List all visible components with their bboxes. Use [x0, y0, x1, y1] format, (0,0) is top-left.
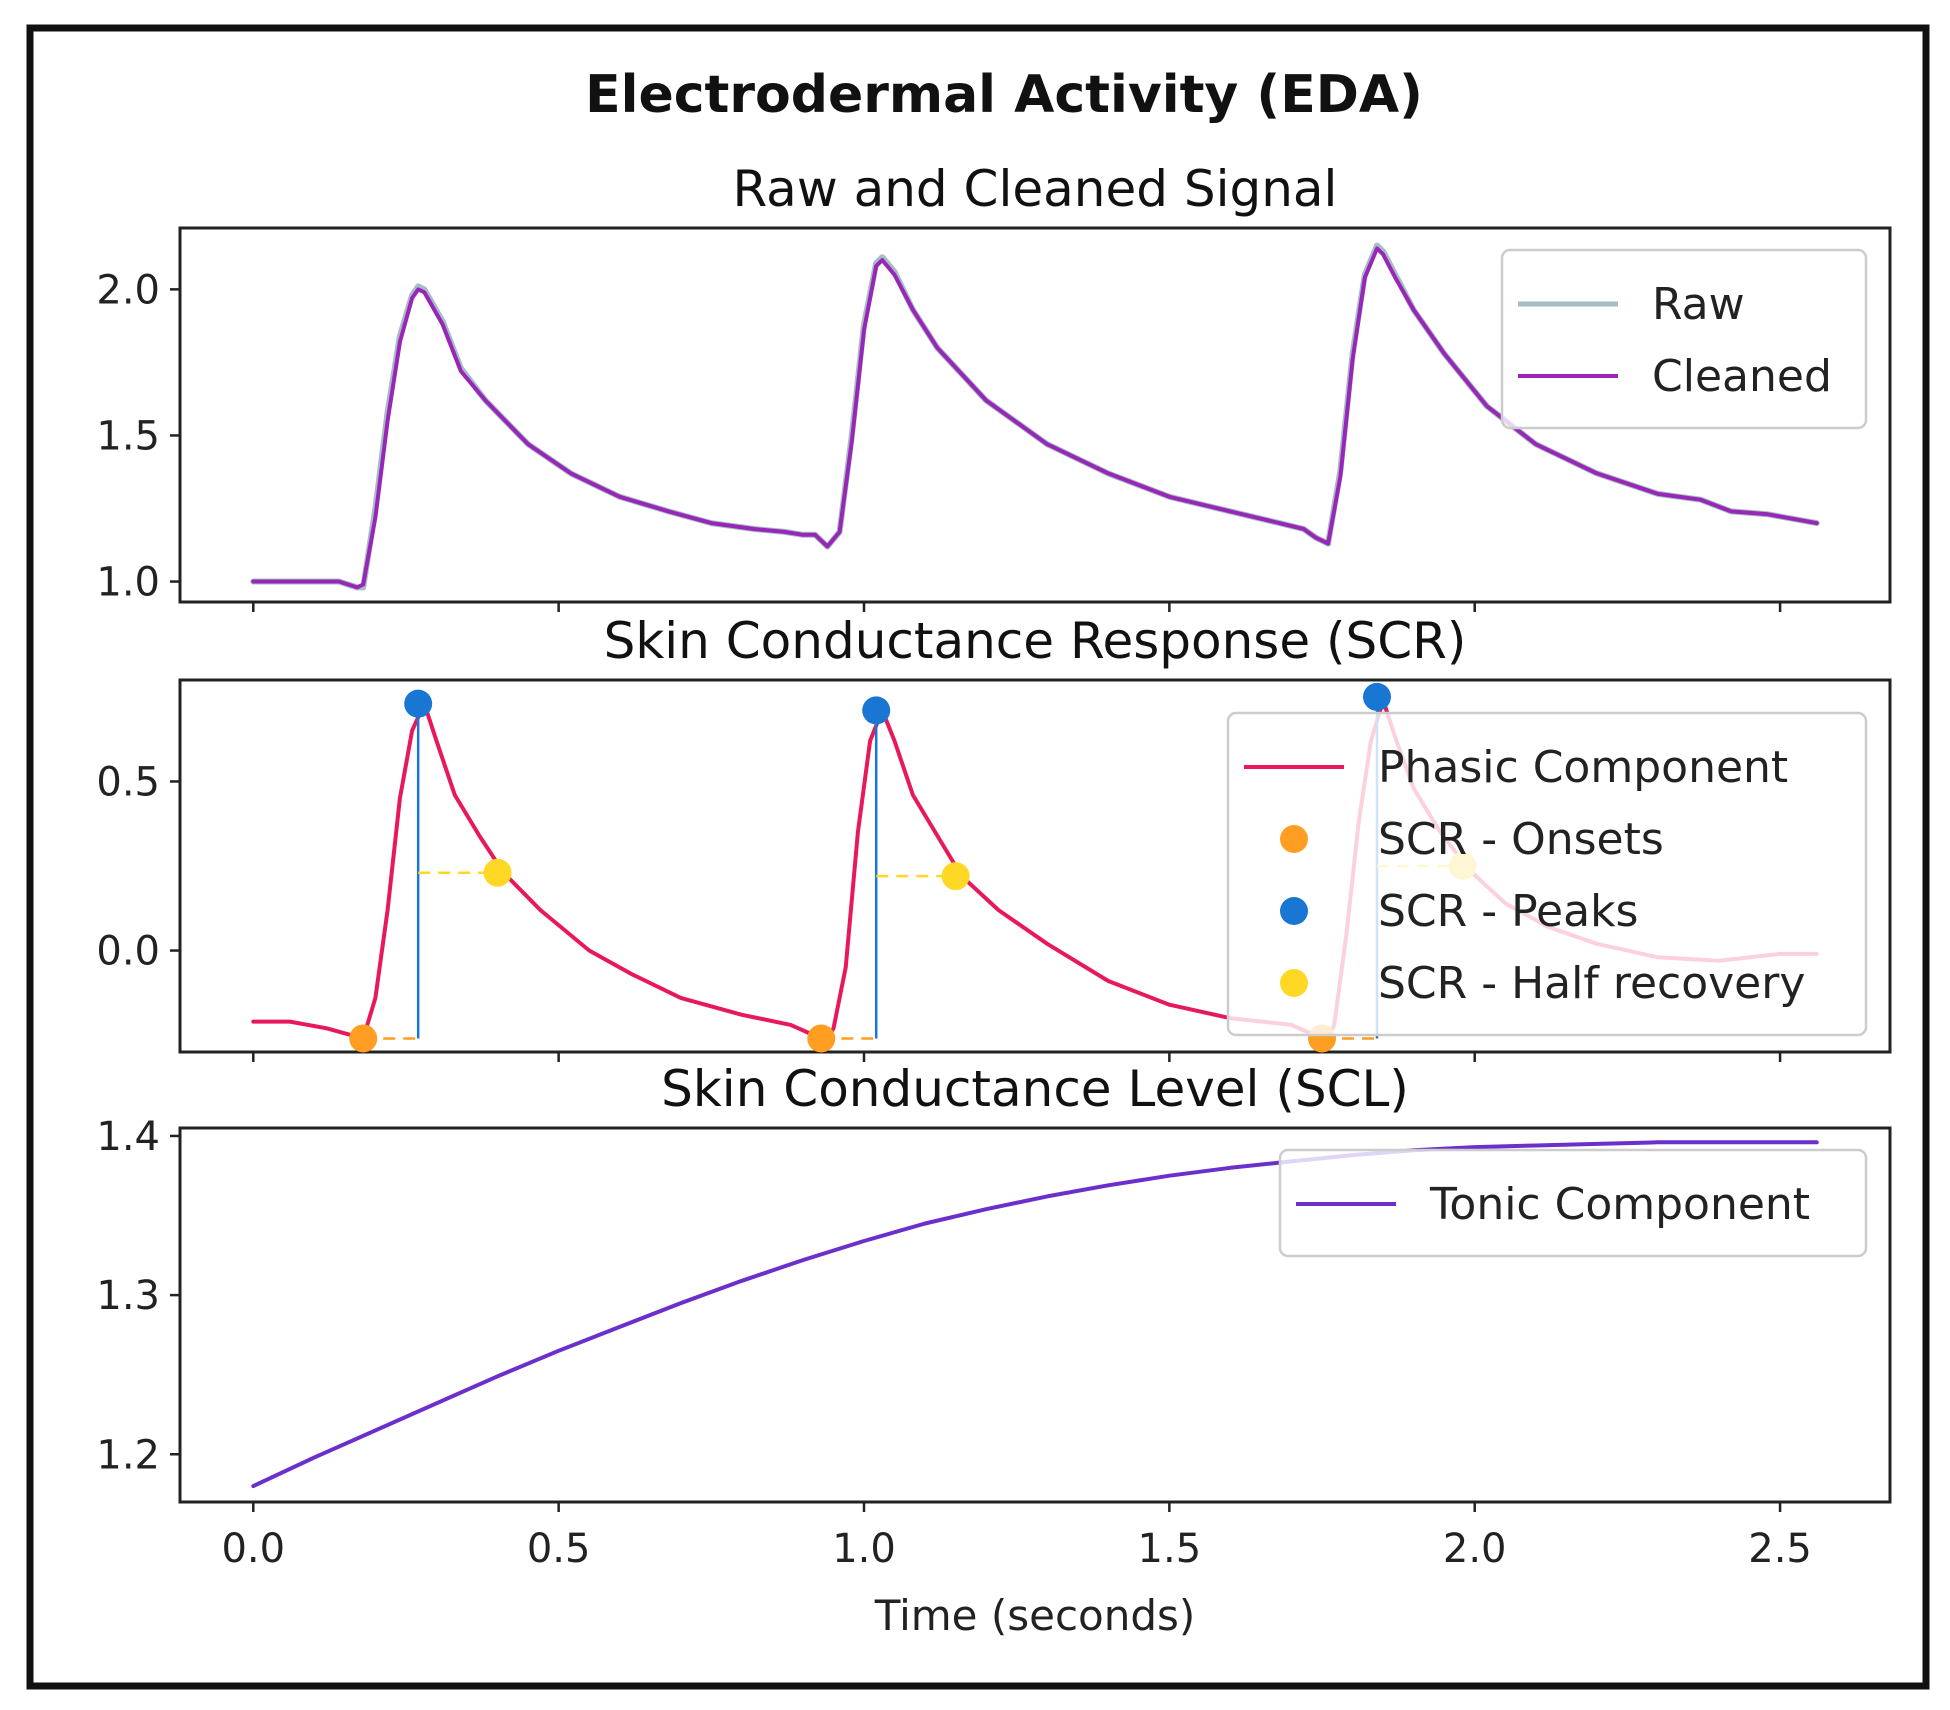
figure-suptitle: Electrodermal Activity (EDA) [585, 65, 1423, 125]
y-tick-label: 1.5 [96, 413, 160, 459]
scr-peak-marker [404, 689, 433, 718]
y-tick-label: 1.4 [96, 1114, 160, 1160]
legend-box [1226, 711, 1868, 1037]
y-tick-label: 2.0 [96, 267, 160, 313]
series-cleaned-line [251, 246, 1819, 590]
scr-half-recovery-marker [483, 858, 512, 887]
legend-swatch-dot [1280, 969, 1308, 997]
legend: Raw Cleaned [1500, 248, 1868, 430]
series-tonic-line [251, 1140, 1819, 1489]
scr-onset-marker [807, 1024, 836, 1053]
panel-raw-cleaned: 1.0 1.5 2.0 Raw and Cleaned Signal Raw Cleane… [96, 160, 1892, 612]
plot-layer: 1.0 1.5 2.0 Raw and Cleaned Signal Raw Cleane… [96, 160, 1892, 1640]
legend-box [1500, 248, 1868, 430]
y-tick-label: 0.0 [96, 929, 160, 975]
panel-title: Raw and Cleaned Signal [733, 160, 1338, 218]
legend-swatch-dot [1280, 897, 1308, 925]
legend: Tonic Component [1278, 1148, 1868, 1258]
data-area [251, 1140, 1819, 1489]
x-tick-label: 2.5 [1748, 1526, 1812, 1572]
x-tick-label: 1.0 [832, 1526, 896, 1572]
y-tick-label: 0.5 [96, 759, 160, 805]
y-tick-label: 1.0 [96, 560, 160, 606]
x-tick-label: 0.5 [527, 1526, 591, 1572]
y-tick-label: 1.3 [96, 1273, 160, 1319]
data-area [250, 242, 1820, 591]
legend-swatch-dot [1280, 825, 1308, 853]
scr-half-recovery-marker [941, 862, 970, 891]
legend-label: SCR - Half recovery [1378, 958, 1805, 1009]
scr-onset-marker [349, 1024, 378, 1053]
legend: Phasic Component SCR - Onsets SCR - Peaks S… [1226, 711, 1868, 1037]
panel-scr: 0.0 0.5 Skin Conductance Response (SCR) Pha… [96, 612, 1892, 1062]
legend-label: SCR - Peaks [1378, 886, 1638, 937]
x-tick-label: 2.0 [1443, 1526, 1507, 1572]
x-axis-label: Time (seconds) [874, 1591, 1196, 1640]
panel-title: Skin Conductance Level (SCL) [661, 1060, 1409, 1118]
legend-label: Cleaned [1652, 351, 1832, 402]
panel-scl: 1.2 1.3 1.4 Skin Conductance Level (SCL) Ton… [96, 1060, 1892, 1512]
x-tick-label: 0.0 [221, 1526, 285, 1572]
figure-frame [26, 24, 1930, 1690]
legend-label: Raw [1652, 279, 1745, 330]
legend-box [1278, 1148, 1868, 1258]
scr-peak-marker [862, 696, 891, 725]
y-tick-label: 1.2 [96, 1432, 160, 1478]
scr-peak-marker [1363, 682, 1391, 711]
x-tick-label: 1.5 [1138, 1526, 1202, 1572]
panel-title: Skin Conductance Response (SCR) [604, 612, 1467, 670]
legend-label: Phasic Component [1378, 742, 1788, 793]
legend-label: SCR - Onsets [1378, 814, 1664, 865]
legend-label: Tonic Component [1429, 1179, 1810, 1230]
